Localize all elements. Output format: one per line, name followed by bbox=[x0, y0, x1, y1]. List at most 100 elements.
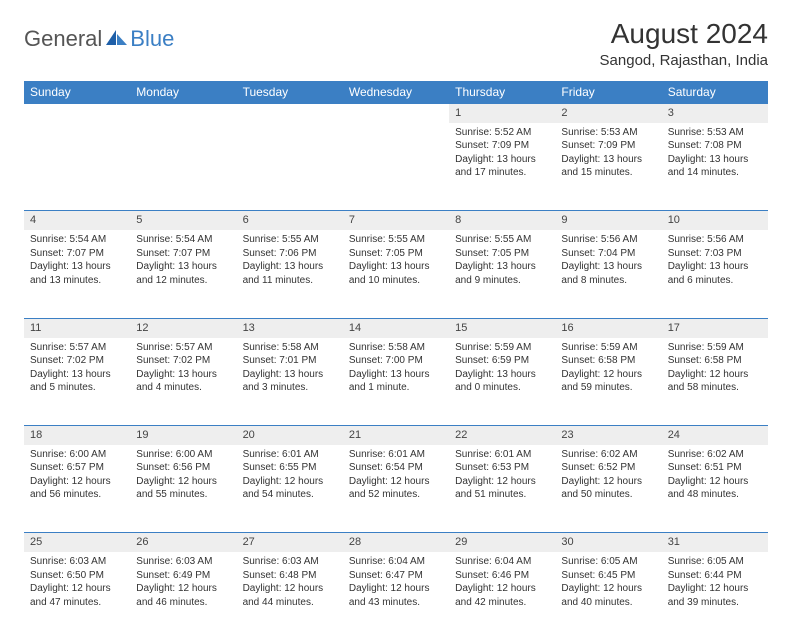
day-number: 4 bbox=[24, 211, 130, 230]
sunset-text: Sunset: 7:02 PM bbox=[136, 354, 230, 368]
sunrise-text: Sunrise: 5:58 AM bbox=[243, 341, 337, 355]
sunrise-text: Sunrise: 6:00 AM bbox=[30, 448, 124, 462]
day-number-row: 18192021222324 bbox=[24, 426, 768, 445]
sunset-text: Sunset: 7:09 PM bbox=[455, 139, 549, 153]
daylight-text: Daylight: 12 hours and 59 minutes. bbox=[561, 368, 655, 395]
sunrise-text: Sunrise: 5:55 AM bbox=[455, 233, 549, 247]
day-number: 7 bbox=[343, 211, 449, 230]
day-detail-row: Sunrise: 6:00 AMSunset: 6:57 PMDaylight:… bbox=[24, 445, 768, 533]
day-cell: Sunrise: 5:55 AMSunset: 7:05 PMDaylight:… bbox=[343, 230, 449, 318]
sunrise-text: Sunrise: 5:57 AM bbox=[136, 341, 230, 355]
sunset-text: Sunset: 6:49 PM bbox=[136, 569, 230, 583]
daylight-text: Daylight: 12 hours and 48 minutes. bbox=[668, 475, 762, 502]
sunset-text: Sunset: 6:50 PM bbox=[30, 569, 124, 583]
empty-cell bbox=[130, 123, 236, 211]
weekday-header: Friday bbox=[555, 81, 661, 104]
day-number: 1 bbox=[449, 104, 555, 123]
day-number: 28 bbox=[343, 533, 449, 552]
day-number: 3 bbox=[662, 104, 768, 123]
day-cell: Sunrise: 5:54 AMSunset: 7:07 PMDaylight:… bbox=[130, 230, 236, 318]
day-number: 11 bbox=[24, 318, 130, 337]
day-cell: Sunrise: 5:53 AMSunset: 7:08 PMDaylight:… bbox=[662, 123, 768, 211]
day-cell: Sunrise: 5:55 AMSunset: 7:06 PMDaylight:… bbox=[237, 230, 343, 318]
sunrise-text: Sunrise: 6:02 AM bbox=[668, 448, 762, 462]
day-cell: Sunrise: 6:02 AMSunset: 6:52 PMDaylight:… bbox=[555, 445, 661, 533]
day-number: 31 bbox=[662, 533, 768, 552]
daylight-text: Daylight: 12 hours and 47 minutes. bbox=[30, 582, 124, 609]
sunset-text: Sunset: 6:52 PM bbox=[561, 461, 655, 475]
empty-cell bbox=[237, 123, 343, 211]
sunrise-text: Sunrise: 5:53 AM bbox=[668, 126, 762, 140]
sunrise-text: Sunrise: 6:01 AM bbox=[349, 448, 443, 462]
day-number-row: 11121314151617 bbox=[24, 318, 768, 337]
sunset-text: Sunset: 6:45 PM bbox=[561, 569, 655, 583]
day-number: 8 bbox=[449, 211, 555, 230]
day-number: 25 bbox=[24, 533, 130, 552]
day-cell: Sunrise: 5:59 AMSunset: 6:58 PMDaylight:… bbox=[555, 338, 661, 426]
day-number: 2 bbox=[555, 104, 661, 123]
day-detail-row: Sunrise: 5:57 AMSunset: 7:02 PMDaylight:… bbox=[24, 338, 768, 426]
daylight-text: Daylight: 12 hours and 40 minutes. bbox=[561, 582, 655, 609]
day-cell: Sunrise: 6:03 AMSunset: 6:50 PMDaylight:… bbox=[24, 552, 130, 640]
day-number: 15 bbox=[449, 318, 555, 337]
sunset-text: Sunset: 7:04 PM bbox=[561, 247, 655, 261]
day-cell: Sunrise: 6:00 AMSunset: 6:57 PMDaylight:… bbox=[24, 445, 130, 533]
day-cell: Sunrise: 5:58 AMSunset: 7:01 PMDaylight:… bbox=[237, 338, 343, 426]
sunset-text: Sunset: 7:03 PM bbox=[668, 247, 762, 261]
day-number: 24 bbox=[662, 426, 768, 445]
day-number: 20 bbox=[237, 426, 343, 445]
sunset-text: Sunset: 7:05 PM bbox=[349, 247, 443, 261]
daylight-text: Daylight: 13 hours and 9 minutes. bbox=[455, 260, 549, 287]
sunrise-text: Sunrise: 6:02 AM bbox=[561, 448, 655, 462]
month-title: August 2024 bbox=[600, 18, 768, 50]
sunrise-text: Sunrise: 5:54 AM bbox=[30, 233, 124, 247]
day-number: 27 bbox=[237, 533, 343, 552]
day-number: 17 bbox=[662, 318, 768, 337]
daylight-text: Daylight: 13 hours and 13 minutes. bbox=[30, 260, 124, 287]
day-cell: Sunrise: 5:56 AMSunset: 7:03 PMDaylight:… bbox=[662, 230, 768, 318]
weekday-header: Saturday bbox=[662, 81, 768, 104]
day-number: 19 bbox=[130, 426, 236, 445]
sunset-text: Sunset: 6:58 PM bbox=[561, 354, 655, 368]
day-cell: Sunrise: 5:59 AMSunset: 6:59 PMDaylight:… bbox=[449, 338, 555, 426]
daylight-text: Daylight: 13 hours and 3 minutes. bbox=[243, 368, 337, 395]
sunrise-text: Sunrise: 5:59 AM bbox=[455, 341, 549, 355]
daylight-text: Daylight: 13 hours and 1 minute. bbox=[349, 368, 443, 395]
day-cell: Sunrise: 6:01 AMSunset: 6:54 PMDaylight:… bbox=[343, 445, 449, 533]
daylight-text: Daylight: 12 hours and 39 minutes. bbox=[668, 582, 762, 609]
daylight-text: Daylight: 12 hours and 42 minutes. bbox=[455, 582, 549, 609]
sunrise-text: Sunrise: 5:53 AM bbox=[561, 126, 655, 140]
day-cell: Sunrise: 5:52 AMSunset: 7:09 PMDaylight:… bbox=[449, 123, 555, 211]
day-cell: Sunrise: 6:04 AMSunset: 6:47 PMDaylight:… bbox=[343, 552, 449, 640]
daylight-text: Daylight: 13 hours and 14 minutes. bbox=[668, 153, 762, 180]
sunrise-text: Sunrise: 5:52 AM bbox=[455, 126, 549, 140]
sunset-text: Sunset: 7:02 PM bbox=[30, 354, 124, 368]
sunrise-text: Sunrise: 5:55 AM bbox=[243, 233, 337, 247]
daylight-text: Daylight: 12 hours and 52 minutes. bbox=[349, 475, 443, 502]
sunrise-text: Sunrise: 5:56 AM bbox=[561, 233, 655, 247]
sunset-text: Sunset: 6:47 PM bbox=[349, 569, 443, 583]
empty-cell bbox=[237, 104, 343, 123]
day-number: 9 bbox=[555, 211, 661, 230]
day-cell: Sunrise: 5:59 AMSunset: 6:58 PMDaylight:… bbox=[662, 338, 768, 426]
day-cell: Sunrise: 6:05 AMSunset: 6:44 PMDaylight:… bbox=[662, 552, 768, 640]
sunset-text: Sunset: 7:08 PM bbox=[668, 139, 762, 153]
calendar-table: Sunday Monday Tuesday Wednesday Thursday… bbox=[24, 81, 768, 640]
header: General Blue August 2024 Sangod, Rajasth… bbox=[24, 18, 768, 69]
day-cell: Sunrise: 6:00 AMSunset: 6:56 PMDaylight:… bbox=[130, 445, 236, 533]
weekday-header: Sunday bbox=[24, 81, 130, 104]
day-cell: Sunrise: 6:02 AMSunset: 6:51 PMDaylight:… bbox=[662, 445, 768, 533]
day-detail-row: Sunrise: 5:54 AMSunset: 7:07 PMDaylight:… bbox=[24, 230, 768, 318]
sunrise-text: Sunrise: 6:03 AM bbox=[243, 555, 337, 569]
sunset-text: Sunset: 7:06 PM bbox=[243, 247, 337, 261]
sunset-text: Sunset: 6:59 PM bbox=[455, 354, 549, 368]
day-number: 18 bbox=[24, 426, 130, 445]
weekday-header: Tuesday bbox=[237, 81, 343, 104]
title-block: August 2024 Sangod, Rajasthan, India bbox=[600, 18, 768, 69]
day-detail-row: Sunrise: 6:03 AMSunset: 6:50 PMDaylight:… bbox=[24, 552, 768, 640]
sunrise-text: Sunrise: 5:56 AM bbox=[668, 233, 762, 247]
weekday-header-row: Sunday Monday Tuesday Wednesday Thursday… bbox=[24, 81, 768, 104]
sunrise-text: Sunrise: 5:59 AM bbox=[561, 341, 655, 355]
day-number: 5 bbox=[130, 211, 236, 230]
daylight-text: Daylight: 12 hours and 43 minutes. bbox=[349, 582, 443, 609]
